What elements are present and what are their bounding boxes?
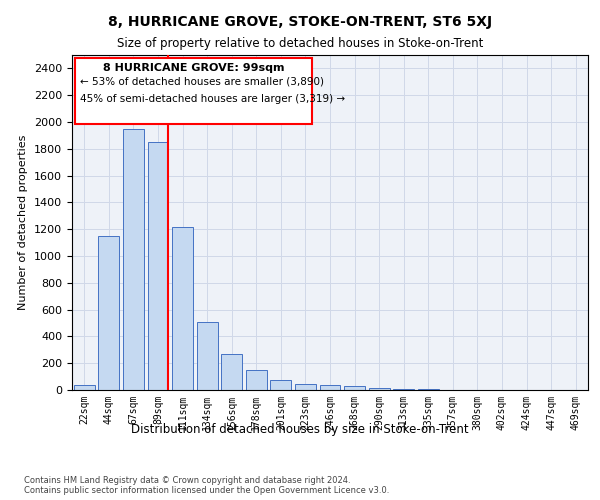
Text: Contains HM Land Registry data © Crown copyright and database right 2024.
Contai: Contains HM Land Registry data © Crown c… xyxy=(24,476,389,495)
Bar xyxy=(271,380,292,390)
FancyBboxPatch shape xyxy=(74,58,312,124)
Bar xyxy=(368,388,389,390)
Bar xyxy=(123,128,144,390)
Bar xyxy=(246,370,267,390)
Bar xyxy=(344,386,365,390)
Text: Distribution of detached houses by size in Stoke-on-Trent: Distribution of detached houses by size … xyxy=(131,422,469,436)
Bar xyxy=(98,236,119,390)
Bar xyxy=(148,142,169,390)
Bar xyxy=(74,384,95,390)
Bar xyxy=(197,322,218,390)
Bar xyxy=(295,384,316,390)
Bar xyxy=(172,226,193,390)
Text: ← 53% of detached houses are smaller (3,890): ← 53% of detached houses are smaller (3,… xyxy=(80,77,324,87)
Text: 8 HURRICANE GROVE: 99sqm: 8 HURRICANE GROVE: 99sqm xyxy=(103,64,284,74)
Bar xyxy=(393,388,414,390)
Text: Size of property relative to detached houses in Stoke-on-Trent: Size of property relative to detached ho… xyxy=(117,38,483,51)
Bar xyxy=(418,389,439,390)
Bar xyxy=(320,386,340,390)
Text: 8, HURRICANE GROVE, STOKE-ON-TRENT, ST6 5XJ: 8, HURRICANE GROVE, STOKE-ON-TRENT, ST6 … xyxy=(108,15,492,29)
Text: 45% of semi-detached houses are larger (3,319) →: 45% of semi-detached houses are larger (… xyxy=(80,94,345,104)
Bar xyxy=(221,354,242,390)
Y-axis label: Number of detached properties: Number of detached properties xyxy=(19,135,28,310)
